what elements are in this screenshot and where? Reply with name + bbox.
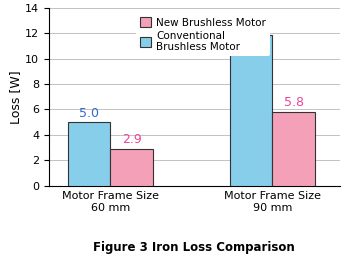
Text: 5.8: 5.8 xyxy=(284,96,304,109)
Text: 2.9: 2.9 xyxy=(122,133,141,146)
Bar xyxy=(230,34,272,186)
Bar xyxy=(272,112,315,186)
Legend: New Brushless Motor, Conventional
Brushless Motor: New Brushless Motor, Conventional Brushl… xyxy=(135,13,271,56)
Bar xyxy=(68,122,111,186)
Bar xyxy=(111,149,153,186)
Text: 5.0: 5.0 xyxy=(79,107,99,120)
Text: Figure 3 Iron Loss Comparison: Figure 3 Iron Loss Comparison xyxy=(93,241,295,254)
Text: 11.9: 11.9 xyxy=(237,19,265,32)
Y-axis label: Loss [W]: Loss [W] xyxy=(9,70,22,123)
